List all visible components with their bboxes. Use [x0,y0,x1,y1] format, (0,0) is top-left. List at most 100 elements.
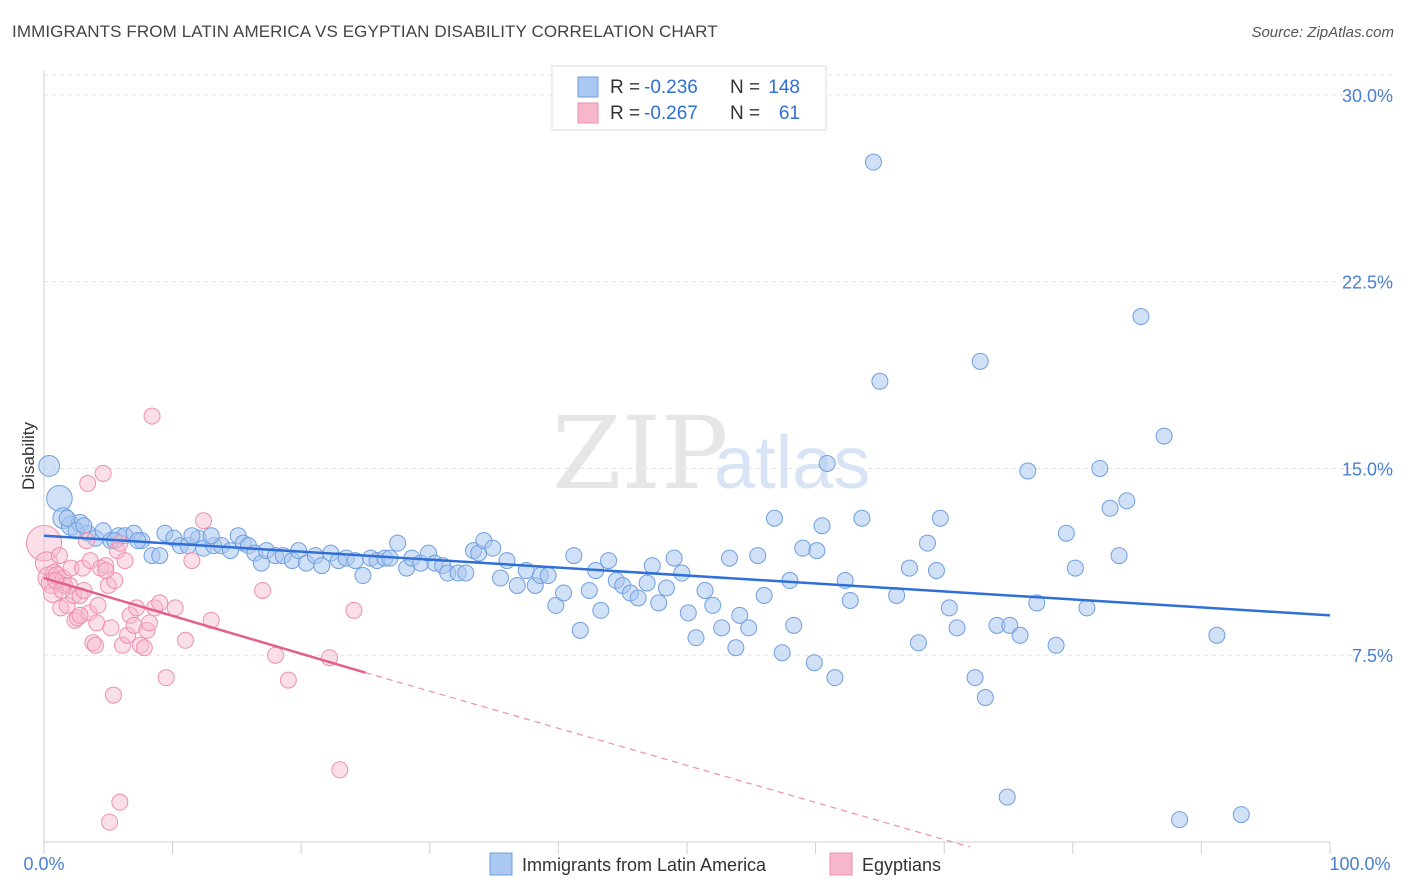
data-point-latin-america [657,579,675,597]
data-point-latin-america [785,616,803,634]
x-tick-marks [43,842,1331,854]
y-tick-label: 22.5% [1342,273,1393,293]
data-point-latin-america [853,509,871,527]
data-point-egyptians [135,639,153,657]
bottom-legend-label-blue: Immigrants from Latin America [522,855,767,875]
x-tick-label-max: 100.0% [1329,854,1390,874]
legend-r-value-pink: -0.267 [644,103,698,124]
data-point-latin-america [794,539,812,557]
data-point-latin-america [805,654,823,672]
data-point-latin-america [492,569,510,587]
data-point-latin-america [909,634,927,652]
bottom-legend-swatch-blue [489,852,513,876]
y-axis-title: Disability [19,421,38,490]
data-point-egyptians [66,611,84,629]
data-point-latin-america [813,517,831,535]
data-point-latin-america [727,639,745,657]
data-point-latin-america [765,509,783,527]
data-point-latin-america [927,562,945,580]
data-point-egyptians [102,619,120,637]
data-point-egyptians [151,594,169,612]
data-point-latin-america [539,567,557,585]
data-point-latin-america [1091,459,1109,477]
data-point-latin-america [931,509,949,527]
data-point-latin-america [1066,559,1084,577]
legend-n-value-blue: 148 [768,77,800,98]
data-point-egyptians [97,557,115,575]
data-point-latin-america [713,619,731,637]
data-point-latin-america [900,559,918,577]
bottom-legend: Immigrants from Latin America Egyptians [489,852,941,876]
data-point-latin-america [679,604,697,622]
data-point-egyptians [176,631,194,649]
data-point-latin-america [1208,626,1226,644]
data-point-egyptians [58,596,76,614]
y-tick-label: 7.5% [1352,646,1393,666]
data-point-latin-america [592,601,610,619]
data-point-egyptians [157,669,175,687]
data-point-egyptians [89,596,107,614]
data-point-egyptians [101,813,119,831]
data-point-latin-america [75,517,93,535]
data-point-latin-america [46,485,73,512]
data-point-latin-america [389,534,407,552]
data-point-latin-america [808,542,826,560]
data-point-latin-america [864,153,882,171]
data-point-egyptians [183,552,201,570]
data-point-latin-america [571,621,589,639]
data-point-latin-america [971,352,989,370]
data-point-latin-america [151,547,169,565]
x-tick-label-min: 0.0% [23,854,64,874]
data-point-latin-america [580,581,598,599]
data-point-latin-america [720,549,738,567]
data-point-egyptians [113,636,131,654]
data-point-egyptians [86,636,104,654]
data-point-latin-america [1132,308,1150,326]
data-point-egyptians [62,559,80,577]
legend-r-label-blue: R = [610,77,640,98]
data-point-egyptians [194,512,212,530]
data-point-latin-america [1171,811,1189,829]
data-point-egyptians [104,686,122,704]
data-point-latin-america [940,599,958,617]
data-point-latin-america [565,547,583,565]
bottom-legend-swatch-pink [829,852,853,876]
data-point-latin-america [749,547,767,565]
data-point-latin-america [638,574,656,592]
trend-line-egyptians [43,576,366,674]
data-point-latin-america [650,594,668,612]
data-point-latin-america [948,619,966,637]
data-point-egyptians [94,464,112,482]
data-point-latin-america [508,576,526,594]
data-point-latin-america [976,689,994,707]
data-point-latin-america [1028,594,1046,612]
y-tick-label: 30.0% [1342,86,1393,106]
legend-n-label-pink: N = [730,103,760,124]
data-point-latin-america [673,564,691,582]
data-point-latin-america [1232,806,1250,824]
data-point-latin-america [871,372,889,390]
legend-r-label-pink: R = [610,103,640,124]
data-point-egyptians [331,761,349,779]
data-point-latin-america [457,564,475,582]
data-point-egyptians [84,634,102,652]
chart-source: Source: ZipAtlas.com [1251,24,1394,41]
data-point-latin-america [484,539,502,557]
data-point-egyptians [50,547,68,565]
trend-lines [43,534,1331,848]
data-point-latin-america [773,644,791,662]
data-point-egyptians [266,646,284,664]
data-point-latin-america [643,557,661,575]
data-point-latin-america [1078,599,1096,617]
data-point-latin-america [826,669,844,687]
data-point-egyptians [97,562,115,580]
data-point-latin-america [1155,427,1173,445]
data-point-egyptians [279,671,297,689]
series-egyptians [25,407,363,831]
data-point-egyptians [119,626,137,644]
data-point-latin-america [696,581,714,599]
legend-r-value-blue: -0.236 [644,77,698,98]
data-point-latin-america [555,584,573,602]
data-point-egyptians [166,599,184,617]
data-point-latin-america [740,619,758,637]
